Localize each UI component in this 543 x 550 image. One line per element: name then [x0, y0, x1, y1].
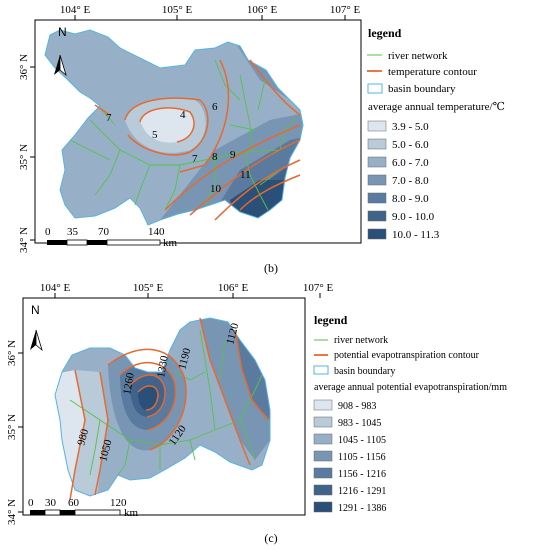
scale-label: 70 [98, 226, 110, 238]
class-swatch [313, 450, 333, 462]
class-swatch [367, 192, 387, 204]
class-swatch [313, 416, 333, 428]
panel-b-map: 104° E 105° E 106° E 107° E 36° N 35° N … [18, 4, 362, 253]
class-label: 1105 - 1156 [338, 452, 386, 463]
lat-tick-label: 36° N [6, 340, 18, 366]
class-label: 10.0 - 11.3 [392, 229, 440, 241]
contour-label: 4 [180, 109, 186, 121]
class-label: 9.0 - 10.0 [392, 211, 435, 223]
lon-tick-label: 105° E [162, 4, 193, 16]
legend-title: legend [368, 26, 402, 40]
class-label: 983 - 1045 [338, 418, 381, 429]
class-label: 1156 - 1216 [338, 469, 386, 480]
caption-b: (b) [264, 261, 278, 275]
legend-classes: 3.9 - 5.0 5.0 - 6.0 6.0 - 7.0 7.0 - 8.0 … [367, 120, 440, 241]
lon-tick-label: 107° E [330, 4, 361, 16]
north-arrow-icon [30, 329, 43, 352]
class-label: 7.0 - 8.0 [392, 175, 429, 187]
contour-label: 1330 [155, 354, 171, 378]
class-label: 6.0 - 7.0 [392, 157, 429, 169]
boundary-legend-swatch [313, 365, 329, 375]
class-swatch [367, 120, 387, 132]
class-swatch [313, 399, 333, 411]
river-network [69, 59, 296, 211]
scale-bar [47, 239, 161, 246]
class-swatch [313, 484, 333, 496]
lon-tick-label: 107° E [303, 282, 334, 294]
scale-label: 30 [45, 497, 57, 509]
class-label: 8.0 - 9.0 [392, 193, 429, 205]
class-swatch [367, 228, 387, 240]
contour-label: 10 [210, 183, 222, 195]
scale-label: 0 [45, 226, 51, 238]
contour-label: 7 [192, 153, 198, 165]
contour-label: 980 [75, 427, 91, 447]
lat-tick-label: 36° N [18, 54, 30, 80]
panel-b-legend: legend river network temperature contour… [367, 26, 505, 241]
contour-label: 1190 [176, 346, 193, 370]
temperature-contours [94, 59, 301, 221]
class-swatch [313, 501, 333, 513]
lat-tick-label: 34° N [18, 227, 30, 253]
boundary-legend-swatch [367, 83, 383, 94]
legend-title: legend [314, 313, 348, 327]
legend-classes: 908 - 983 983 - 1045 1045 - 1105 1105 - … [313, 399, 386, 514]
basin-boundary [44, 29, 304, 226]
panel-c-legend: legend river network potential evapotran… [313, 313, 507, 514]
contour-label: 1050 [97, 438, 114, 463]
legend-class-title: average annual temperature/℃ [368, 101, 505, 113]
class-swatch [367, 138, 387, 150]
lat-tick-label: 35° N [18, 144, 30, 170]
contour-label: 1120 [224, 321, 241, 345]
scale-label: 35 [67, 226, 79, 238]
panel-c-map: 104° E 105° E 106° E 107° E 36° N 35° N … [6, 282, 333, 525]
scale-label: 140 [148, 226, 165, 238]
scale-unit: km [124, 507, 139, 519]
legend-item: temperature contour [388, 66, 477, 78]
lat-tick-label: 35° N [6, 414, 18, 440]
scale-label: 60 [68, 497, 80, 509]
evapotranspiration-contours [69, 317, 269, 501]
class-swatch [367, 156, 387, 168]
legend-item: river network [388, 50, 448, 62]
class-swatch [313, 467, 333, 479]
lon-tick-label: 106° E [247, 4, 278, 16]
class-swatch [313, 433, 333, 445]
class-label: 1045 - 1105 [338, 435, 386, 446]
legend-class-title: average annual potential evapotranspirat… [314, 382, 507, 393]
north-label: N [58, 25, 67, 39]
legend-item: basin boundary [334, 366, 395, 377]
legend-item: potential evapotranspiration contour [334, 350, 480, 361]
lat-tick-label: 34° N [6, 499, 18, 525]
contour-label: 6 [212, 101, 218, 113]
contour-label: 1260 [121, 371, 137, 395]
north-arrow-icon [54, 54, 67, 77]
lon-tick-label: 104° E [40, 282, 71, 294]
class-swatch [367, 210, 387, 222]
caption-c: (c) [264, 531, 277, 545]
scale-bar [30, 509, 121, 516]
contour-label: 8 [212, 151, 218, 163]
contour-label: 9 [230, 149, 236, 161]
legend-item: river network [334, 335, 388, 346]
class-swatch [367, 174, 387, 186]
contour-label: 7 [106, 112, 112, 124]
lon-tick-label: 104° E [60, 4, 91, 16]
class-label: 908 - 983 [338, 401, 376, 412]
north-label: N [31, 303, 40, 317]
lon-tick-label: 105° E [133, 282, 164, 294]
class-label: 5.0 - 6.0 [392, 139, 429, 151]
scale-unit: km [163, 237, 178, 249]
contour-label: 5 [152, 129, 158, 141]
lon-tick-label: 106° E [218, 282, 249, 294]
contour-label: 11 [240, 169, 251, 181]
scale-label: 0 [28, 497, 34, 509]
class-label: 3.9 - 5.0 [392, 121, 429, 133]
class-label: 1291 - 1386 [338, 503, 386, 514]
class-label: 1216 - 1291 [338, 486, 386, 497]
legend-item: basin boundary [388, 83, 456, 95]
scale-label: 120 [110, 497, 127, 509]
